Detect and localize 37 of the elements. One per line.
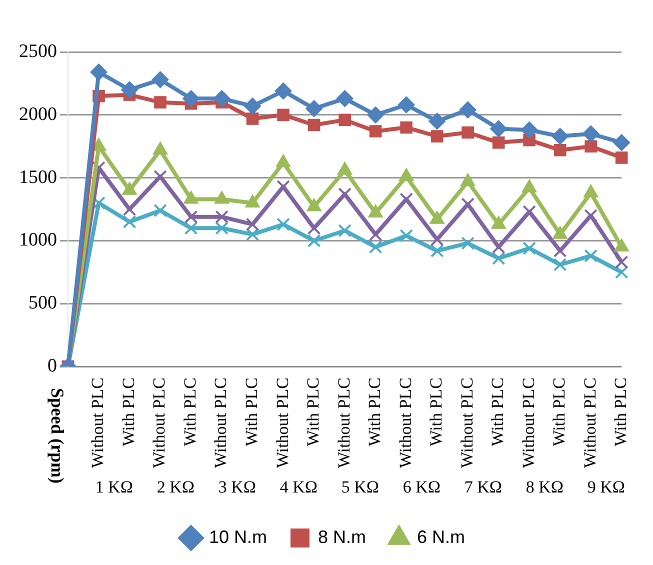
text: 8 KΩ [526, 477, 564, 496]
x-tick-label: Without PLC [150, 378, 169, 468]
text: 1 KΩ [95, 477, 133, 496]
text: 4 KΩ [280, 477, 318, 496]
x-tick-label: With PLC [180, 378, 200, 446]
y-tick-label: 2000 [19, 104, 57, 125]
x-tick-label: Without PLC [334, 378, 354, 468]
legend-label: 8 N.m [318, 526, 366, 547]
x-tick-label: With PLC [304, 378, 323, 446]
text: 5 KΩ [341, 477, 380, 496]
legend-label: 10 N.m [208, 526, 268, 547]
text: 6 KΩ [402, 477, 441, 496]
text: 2 KΩ [156, 477, 194, 496]
x-tick-label: Without PLC [88, 378, 108, 468]
x-tick-label: Without PLC [580, 378, 600, 468]
x-tick-label: Without PLC [396, 378, 415, 468]
x-tick-label: With PLC [365, 378, 384, 446]
legend-label: 6 N.m [417, 526, 466, 547]
x-tick-label: With PLC [550, 378, 569, 446]
x-tick-label: With PLC [611, 378, 630, 446]
text: 7 KΩ [464, 477, 502, 496]
x-tick-label: With PLC [118, 378, 138, 446]
y-tick-label: 2500 [19, 40, 57, 62]
y-axis-title: Speed (rpm) [47, 388, 68, 484]
x-tick-label: Without PLC [211, 378, 230, 468]
y-tick-label: 1500 [19, 166, 57, 188]
x-tick-label: Without PLC [457, 378, 476, 468]
x-tick-label: Without PLC [272, 378, 292, 468]
x-tick-label: With PLC [426, 378, 446, 446]
x-tick-label: With PLC [242, 378, 261, 446]
y-tick-label: 1000 [19, 230, 57, 251]
y-tick-label: 500 [28, 292, 57, 314]
x-tick-label: With PLC [488, 378, 508, 446]
text: 3 KΩ [218, 477, 256, 496]
text: 9 KΩ [587, 477, 626, 496]
x-tick-label: Without PLC [518, 378, 538, 468]
y-tick-label: 0 [48, 356, 57, 377]
